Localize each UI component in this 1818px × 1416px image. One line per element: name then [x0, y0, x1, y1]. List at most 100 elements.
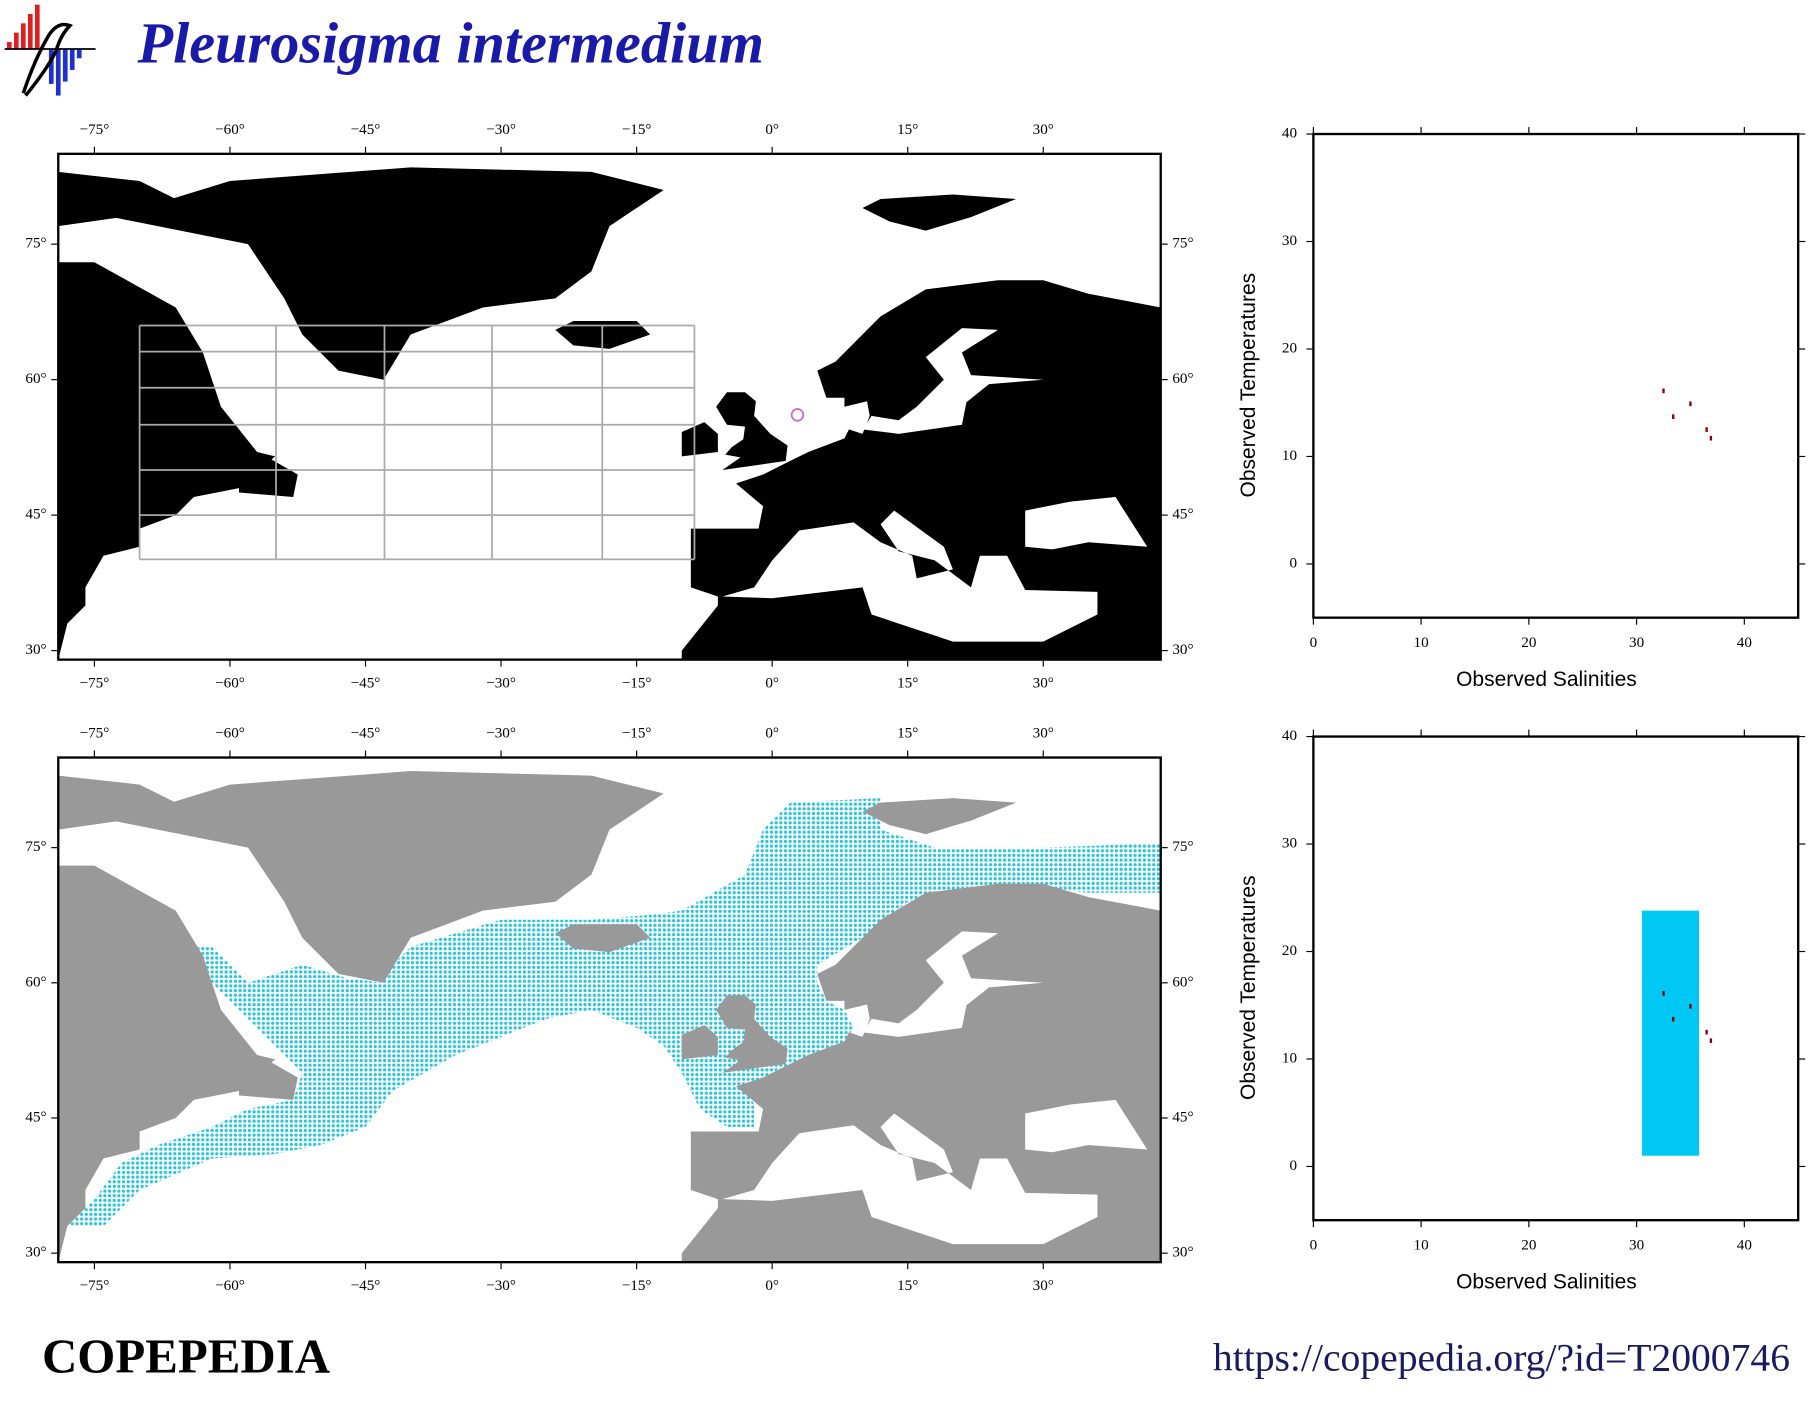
- footer-left: COPEPEDIA: [42, 1328, 330, 1383]
- logo: [4, 4, 96, 97]
- y-tick-label: 30°: [1172, 641, 1193, 658]
- distribution-area: [67, 798, 1161, 1227]
- y-tick-label: 30°: [1172, 1244, 1193, 1261]
- x-tick-label: 30°: [1033, 675, 1054, 692]
- y-tick-label: 75°: [25, 235, 46, 252]
- land: [862, 798, 1017, 835]
- x-tick-label: 40: [1737, 634, 1752, 651]
- x-tick-label: 10: [1414, 1236, 1429, 1253]
- y-tick-label: 40: [1282, 125, 1297, 142]
- x-tick-label: 15°: [897, 725, 918, 742]
- x-tick-label: 15°: [897, 121, 918, 138]
- x-tick-label: 30°: [1033, 121, 1054, 138]
- y-tick-label: 45°: [1172, 1108, 1193, 1125]
- y-tick-label: 30: [1282, 232, 1297, 249]
- land: [239, 1059, 298, 1100]
- x-tick-label: −15°: [622, 675, 652, 692]
- y-tick-label: 20: [1282, 339, 1297, 356]
- x-tick-label: 30°: [1033, 1277, 1054, 1294]
- land: [716, 995, 788, 1073]
- land: [58, 775, 176, 830]
- point: [1689, 401, 1692, 407]
- occurrence-point: [790, 408, 805, 422]
- y-tick-label: 45°: [25, 1108, 46, 1125]
- point: [1705, 1029, 1708, 1035]
- x-tick-label: 0°: [765, 675, 779, 692]
- map-area: [58, 757, 1161, 1263]
- footer-url: https://copepedia.org/?id=T2000746: [1213, 1335, 1790, 1379]
- y-tick-label: 20: [1282, 942, 1297, 959]
- inland-sea: [862, 328, 1044, 434]
- frame: [57, 152, 1162, 661]
- map-area: [58, 153, 1161, 660]
- point: [1672, 1016, 1675, 1022]
- frame: [1312, 735, 1800, 1222]
- y-tick-label: 10: [1282, 447, 1297, 464]
- land: [555, 924, 651, 953]
- inland-sea: [722, 510, 1098, 642]
- x-tick-label: −60°: [215, 725, 245, 742]
- x-tick-label: −75°: [80, 675, 110, 692]
- inland-sea: [722, 1113, 1098, 1245]
- x-tick-label: 30: [1629, 634, 1644, 651]
- frame: [57, 756, 1162, 1264]
- y-tick-label: 75°: [1172, 838, 1193, 855]
- y-axis-label: Observed Temperatures: [1237, 273, 1260, 498]
- y-tick-label: 0: [1289, 1157, 1297, 1174]
- y-axis-label: Observed Temperatures: [1237, 875, 1260, 1100]
- land: [681, 1025, 718, 1060]
- x-tick-label: 15°: [897, 675, 918, 692]
- inland-sea: [862, 931, 1044, 1037]
- x-tick-label: 40: [1737, 1236, 1752, 1253]
- y-tick-label: 60°: [25, 973, 46, 990]
- x-tick-label: −30°: [486, 675, 516, 692]
- x-tick-label: 15°: [897, 1277, 918, 1294]
- y-tick-label: 75°: [25, 838, 46, 855]
- land: [112, 771, 664, 983]
- y-tick-label: 45°: [1172, 506, 1193, 523]
- x-tick-label: 0°: [765, 121, 779, 138]
- point: [1662, 388, 1665, 394]
- x-tick-label: −60°: [215, 675, 245, 692]
- land: [112, 167, 664, 380]
- x-tick-label: −60°: [215, 1277, 245, 1294]
- point: [1662, 991, 1665, 996]
- x-tick-label: −15°: [622, 1277, 652, 1294]
- point: [1689, 1003, 1692, 1009]
- x-tick-label: 0°: [765, 1277, 779, 1294]
- y-tick-label: 60°: [25, 370, 46, 387]
- land: [58, 262, 276, 660]
- x-tick-label: −75°: [80, 725, 110, 742]
- x-tick-label: 20: [1521, 1236, 1536, 1253]
- x-tick-label: 0: [1310, 634, 1318, 651]
- land: [716, 392, 788, 471]
- x-tick-label: 30: [1629, 1236, 1644, 1253]
- x-tick-label: −75°: [80, 1277, 110, 1294]
- x-tick-label: 10: [1414, 634, 1429, 651]
- x-tick-label: −45°: [351, 725, 381, 742]
- x-tick-label: −75°: [80, 121, 110, 138]
- land: [239, 456, 298, 498]
- inland-sea: [1025, 497, 1148, 550]
- title: Pleurosigma intermedium: [137, 10, 764, 75]
- x-axis-label: Observed Salinities: [1456, 668, 1637, 691]
- point: [1709, 1038, 1713, 1044]
- inland-sea: [1025, 1099, 1148, 1153]
- y-tick-label: 40: [1282, 727, 1297, 744]
- land: [58, 171, 176, 227]
- x-tick-label: 30°: [1033, 725, 1054, 742]
- y-tick-label: 30°: [25, 1244, 46, 1261]
- point: [1672, 414, 1675, 420]
- y-tick-label: 60°: [1172, 370, 1193, 387]
- x-tick-label: −30°: [486, 725, 516, 742]
- land: [862, 194, 1017, 231]
- x-tick-label: −15°: [622, 725, 652, 742]
- range-box: [1641, 910, 1700, 1156]
- x-tick-label: −30°: [486, 121, 516, 138]
- x-tick-label: −45°: [351, 675, 381, 692]
- frame: [1312, 132, 1800, 619]
- land: [58, 865, 276, 1263]
- x-axis-label: Observed Salinities: [1456, 1271, 1637, 1294]
